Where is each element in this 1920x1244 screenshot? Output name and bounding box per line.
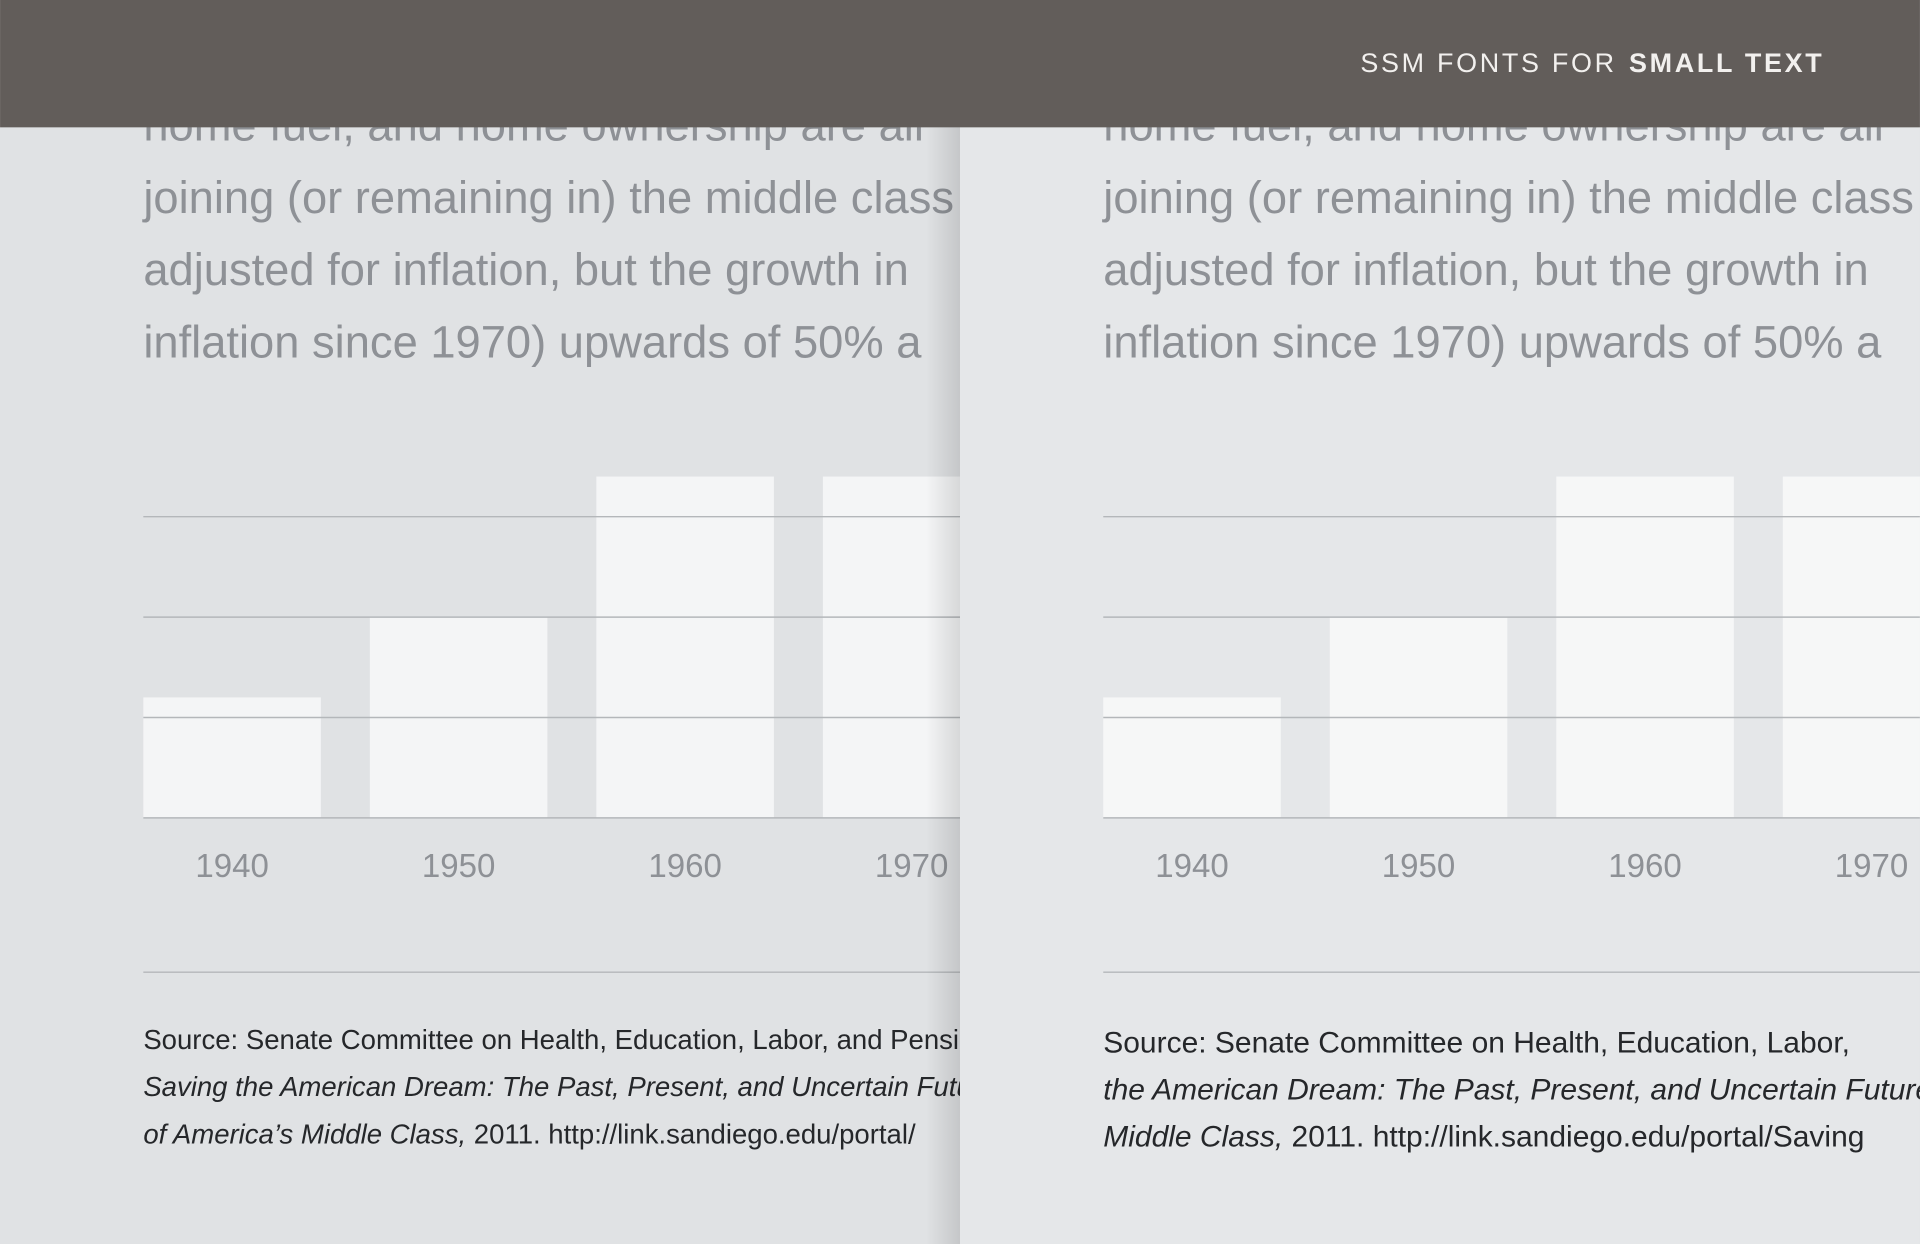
source-span: of America’s Middle Class, [143,1119,466,1150]
source-line: Saving the American Dream: The Past, Pre… [143,1071,996,1102]
bar [596,476,774,818]
body-line: adjusted for inflation, but the growth i… [1103,244,1869,295]
source-line: Source: Senate Committee on Health, Educ… [143,1024,1011,1055]
header-title: SSM FONTS FOR SMALL TEXT [1360,48,1824,78]
source-span: the American Dream: The Past, Present, a… [1103,1073,1920,1106]
body-line: inflation since 1970) upwards of 50% a [143,316,922,367]
x-tick-label: 1950 [422,848,496,885]
body-line: inflation since 1970) upwards of 50% a [1103,316,1882,367]
source-span: Middle Class, [1103,1121,1283,1154]
source-span: Source: Senate Committee on Health, Educ… [1103,1026,1850,1059]
panel-right: home fuel, and home ownership are alljoi… [960,0,1920,1244]
body-line: adjusted for inflation, but the growth i… [143,244,908,295]
source-span: 2011. http://link.sandiego.edu/portal/Sa… [1283,1121,1864,1154]
bar [1782,476,1920,818]
source-span: Source: Senate Committee on Health, Educ… [143,1024,1011,1055]
header-regular: SSM FONTS FOR [1360,48,1616,78]
x-tick-label: 1970 [1835,848,1909,885]
body-line: joining (or remaining in) the middle cla… [1101,172,1914,223]
panel-shadow [925,0,960,1244]
bar [1556,476,1734,818]
header-bar [0,0,1920,128]
source-span: 2011. http://link.sandiego.edu/portal/ [466,1119,916,1150]
x-tick-label: 1960 [648,848,722,885]
x-tick-label: 1940 [195,848,269,885]
source-line: Middle Class, 2011. http://link.sandiego… [1103,1121,1864,1154]
bar [1103,697,1281,818]
body-line: joining (or remaining in) the middle cla… [141,172,954,223]
source-line: the American Dream: The Past, Present, a… [1103,1073,1920,1106]
panel-left: home fuel, and home ownership are alljoi… [141,99,1011,1150]
source-line: Source: Senate Committee on Health, Educ… [1103,1026,1850,1059]
x-tick-label: 1940 [1155,848,1229,885]
source-span: Saving the American Dream: The Past, Pre… [143,1071,996,1102]
bar [143,697,321,818]
header-bold: SMALL TEXT [1629,48,1824,78]
source-line: of America’s Middle Class, 2011. http://… [143,1119,916,1150]
x-tick-label: 1950 [1382,848,1456,885]
x-tick-label: 1960 [1608,848,1682,885]
